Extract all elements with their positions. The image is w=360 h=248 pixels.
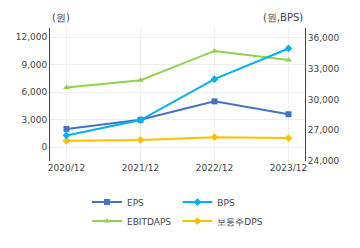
svg-text:27,000: 27,000 bbox=[308, 125, 340, 135]
svg-text:2020/12: 2020/12 bbox=[48, 163, 85, 173]
svg-text:2021/12: 2021/12 bbox=[122, 163, 159, 173]
svg-text:24,000: 24,000 bbox=[308, 156, 340, 166]
svg-text:12,000: 12,000 bbox=[16, 32, 48, 42]
svg-text:2022/12: 2022/12 bbox=[196, 163, 233, 173]
svg-text:9,000: 9,000 bbox=[21, 60, 47, 70]
svg-text:EPS: EPS bbox=[127, 198, 144, 208]
svg-text:33,000: 33,000 bbox=[308, 64, 340, 74]
svg-text:2023/12: 2023/12 bbox=[270, 163, 307, 173]
svg-text:6,000: 6,000 bbox=[21, 87, 47, 97]
svg-text:0: 0 bbox=[41, 142, 47, 152]
svg-text:BPS: BPS bbox=[217, 198, 235, 208]
svg-text:보통주DPS: 보통주DPS bbox=[217, 217, 262, 227]
svg-text:30,000: 30,000 bbox=[308, 95, 340, 105]
svg-text:36,000: 36,000 bbox=[308, 33, 340, 43]
svg-text:(원): (원) bbox=[52, 12, 70, 23]
svg-text:(원,BPS): (원,BPS) bbox=[263, 12, 303, 23]
svg-text:EBITDAPS: EBITDAPS bbox=[127, 217, 171, 227]
svg-text:3,000: 3,000 bbox=[21, 115, 47, 125]
